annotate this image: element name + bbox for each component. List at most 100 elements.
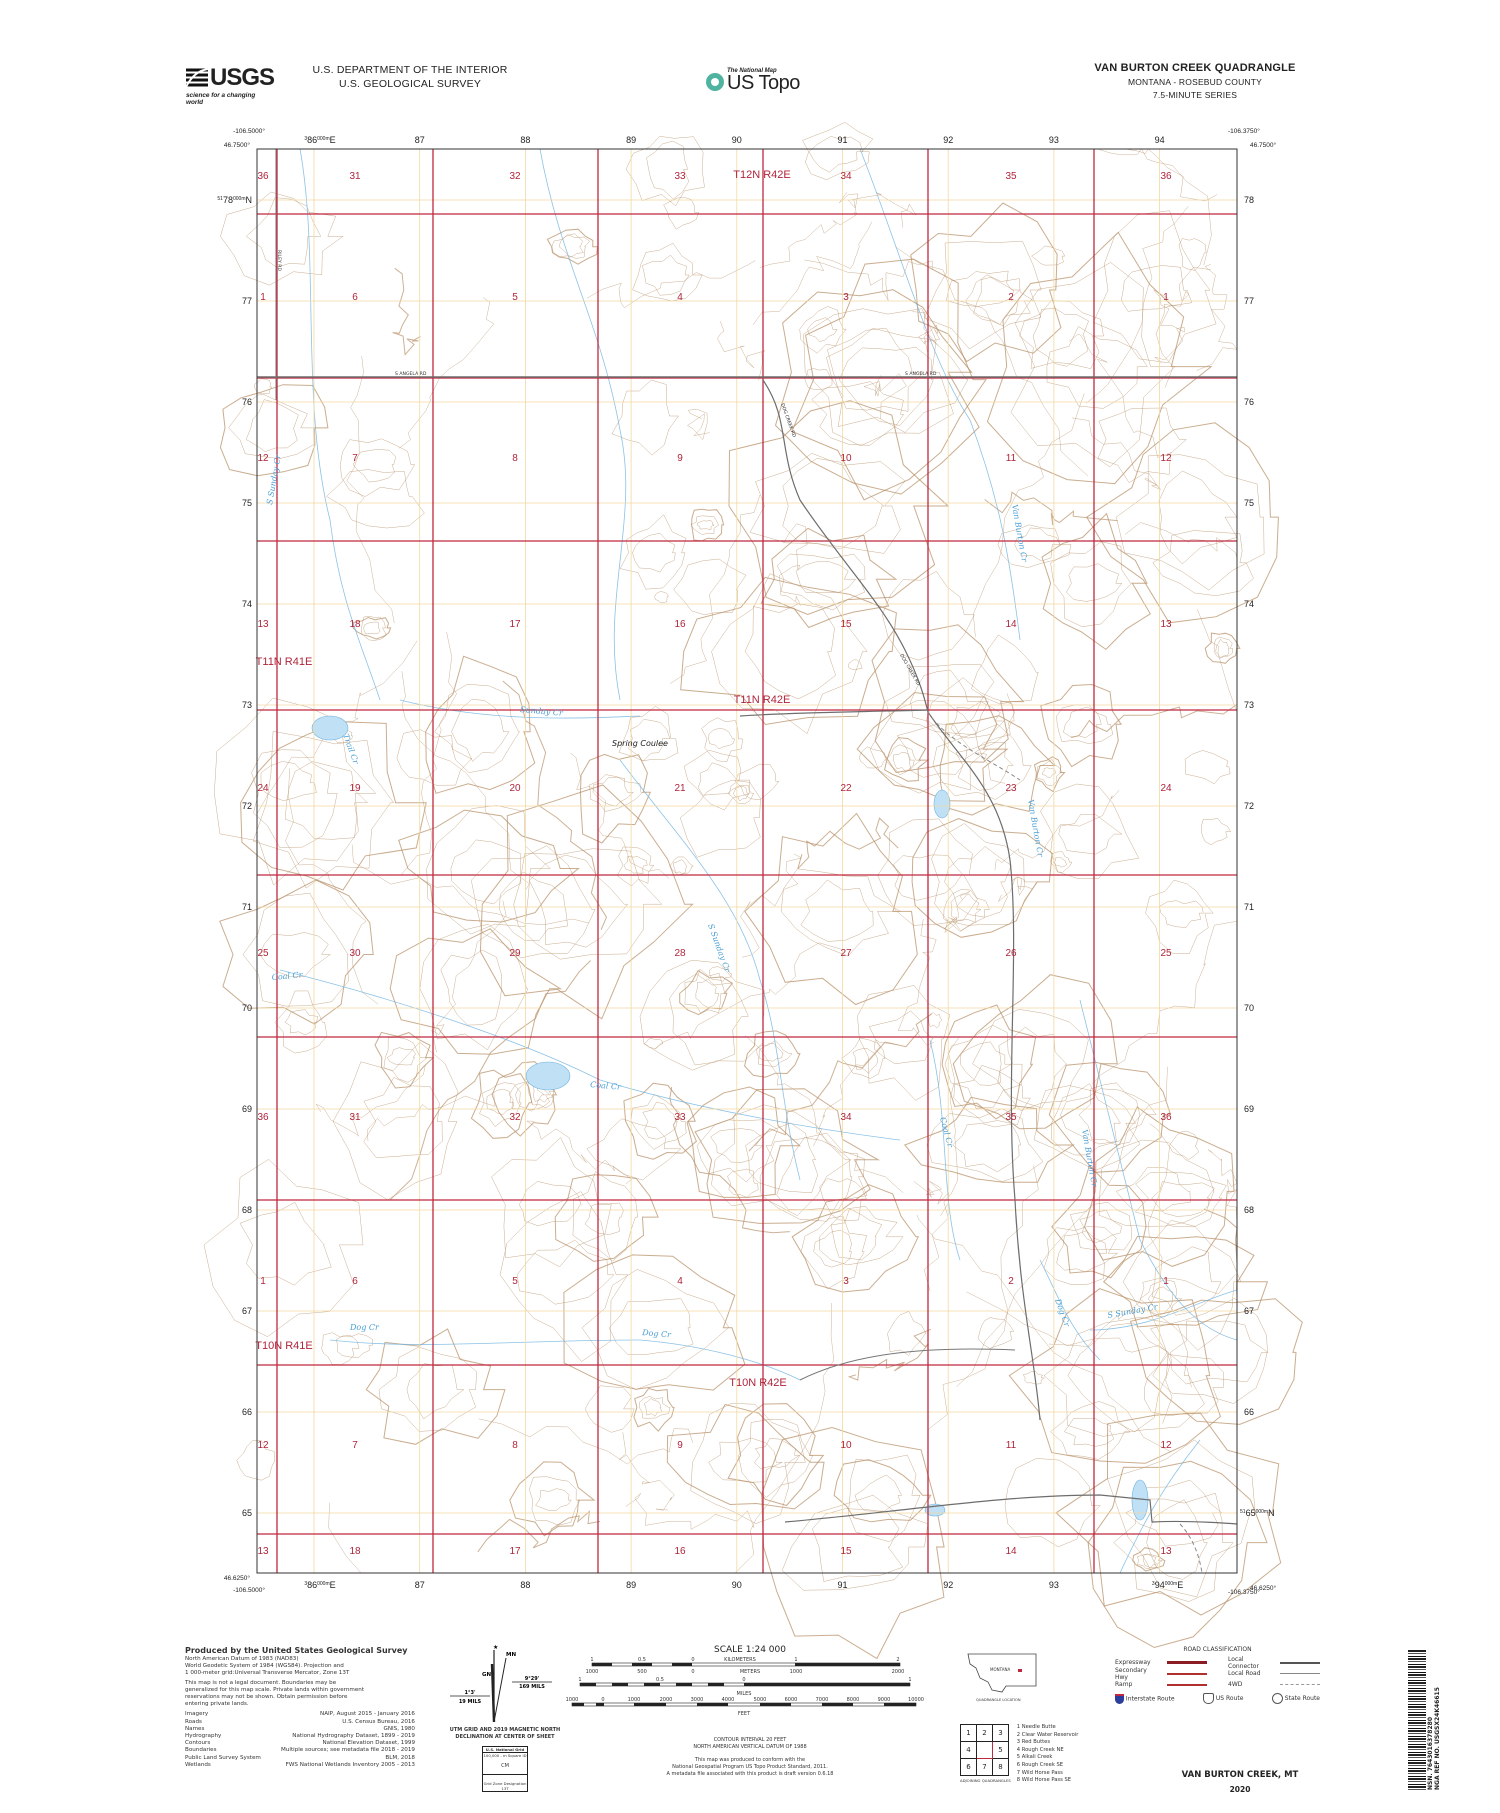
contour-line <box>852 1048 879 1074</box>
contour-line <box>499 871 568 941</box>
contour-line <box>697 762 740 796</box>
interstate-shield-icon <box>1115 1693 1124 1704</box>
contour-line <box>812 1508 904 1582</box>
contour-line <box>451 699 510 762</box>
scale-tick-label: 1000 <box>586 1669 599 1675</box>
scale-bar-segment <box>632 1663 652 1666</box>
contour-line <box>558 233 584 258</box>
scale-bar-segment <box>697 1703 728 1706</box>
section-number: 29 <box>509 948 521 959</box>
contour-line <box>398 297 495 449</box>
legend-expressway: Expressway <box>1115 1659 1151 1666</box>
usng-square-id: CM <box>483 1763 527 1775</box>
stream-label: Coal Cr <box>590 1080 623 1092</box>
northing-label-left: 69 <box>242 1104 252 1114</box>
section-number: 35 <box>1005 1112 1017 1123</box>
scale-tick-label: 3000 <box>691 1697 704 1703</box>
contour-line <box>673 558 747 616</box>
contour-line <box>1089 148 1212 266</box>
sheet-name: VAN BURTON CREEK, MT <box>1181 1770 1299 1780</box>
contour-line <box>973 393 1085 637</box>
contour-line <box>711 1104 852 1216</box>
contour-line <box>869 700 989 794</box>
section-number: 1 <box>260 292 266 303</box>
northing-label-right: 68 <box>1244 1205 1254 1215</box>
contour-line <box>239 1201 332 1286</box>
section-number: 34 <box>840 1112 852 1123</box>
section-number: 8 <box>512 453 518 464</box>
contour-line <box>326 469 425 529</box>
note-line: entering private lands. <box>185 1701 249 1708</box>
section-number: 1 <box>1163 1276 1169 1287</box>
contour-line <box>1069 1202 1133 1251</box>
usgs-logo-text: USGS <box>209 64 275 91</box>
contour-line <box>727 1403 825 1507</box>
contour-line <box>956 1066 1168 1388</box>
contour-line <box>363 621 381 635</box>
utm-grid <box>257 149 1237 1573</box>
scale-bar-segment <box>634 1703 666 1706</box>
grid-north-label: GN <box>482 1672 492 1678</box>
contour-line <box>972 1009 1089 1111</box>
contour-line <box>1060 1088 1157 1145</box>
northing-prefix: 51 <box>1240 1509 1246 1515</box>
contour-line <box>1008 1288 1221 1464</box>
contour-line <box>740 853 803 958</box>
usgs-wave-icon <box>186 68 208 88</box>
adjoining-cell: 8 <box>992 1758 1009 1776</box>
contour-line <box>903 1096 1075 1183</box>
contour-line <box>1004 1458 1101 1548</box>
contour-line <box>1098 1139 1215 1227</box>
contour-line <box>1143 1553 1157 1569</box>
road-dog-creek <box>762 379 929 713</box>
contour-line <box>1048 1061 1172 1173</box>
scale-bar-segment <box>708 1683 724 1686</box>
stream-label: Coal Cr <box>271 970 304 982</box>
adjoining-names: 1 Needle Butte 2 Clear Water Reservoir 3 R… <box>1017 1724 1079 1785</box>
contour-line <box>1159 900 1204 928</box>
northing-label-left: 68 <box>242 1205 252 1215</box>
contour-line <box>389 928 563 1055</box>
expressway-symbol <box>1167 1661 1207 1664</box>
contour-line <box>572 1171 638 1262</box>
scale-bar-segment <box>760 1703 791 1706</box>
section-number: 12 <box>257 453 269 464</box>
section-number: 13 <box>257 1546 269 1557</box>
contour-line <box>955 741 1014 791</box>
grid-mils: 19 MILS <box>459 1699 482 1705</box>
easting-label: 93 <box>1049 1580 1059 1590</box>
datum-notes: North American Datum of 1983 (NAD83) Worl… <box>185 1656 415 1678</box>
contour-line <box>551 234 591 259</box>
easting-label: 90 <box>732 135 742 145</box>
contour-line <box>803 308 954 447</box>
contour-line <box>1033 1085 1141 1171</box>
scale-block: SCALE 1:24 000 1 0.5 0 1 2 KILOMETERS 1000 500 0… <box>560 1645 940 1778</box>
contour-line <box>911 818 1053 938</box>
contour-line <box>1085 205 1189 404</box>
contour-line <box>586 1118 682 1181</box>
easting-prefix: 3 <box>1152 1581 1155 1587</box>
contour-line <box>923 240 1042 350</box>
contour-line <box>913 1180 950 1216</box>
easting-label: 92 <box>943 1580 953 1590</box>
easting-label-94: 94 <box>1155 135 1165 145</box>
section-number: 18 <box>349 1546 361 1557</box>
contour-line <box>426 805 551 935</box>
contour-line <box>1091 921 1237 1085</box>
legend-local-road: Local Road <box>1228 1670 1261 1677</box>
barcode-nga-ref: NGA REF NO. USGSX24K46615 <box>1434 1687 1441 1790</box>
contour-line <box>686 1086 801 1198</box>
contour-line <box>994 789 1120 871</box>
contour-line <box>897 918 937 1046</box>
contour-line <box>952 974 1118 1130</box>
usgs-logo: USGS science for a changing world <box>186 64 275 106</box>
current-quad-cell <box>976 1741 993 1759</box>
contour-line <box>619 1432 675 1511</box>
section-number: 36 <box>257 171 269 182</box>
secondary-hwy-symbol <box>1167 1672 1207 1675</box>
easting-sup: 000m <box>317 1581 330 1587</box>
contour-line <box>509 1461 596 1537</box>
scale-bar-segment <box>676 1683 692 1686</box>
quad-location-marker <box>1018 1669 1022 1672</box>
